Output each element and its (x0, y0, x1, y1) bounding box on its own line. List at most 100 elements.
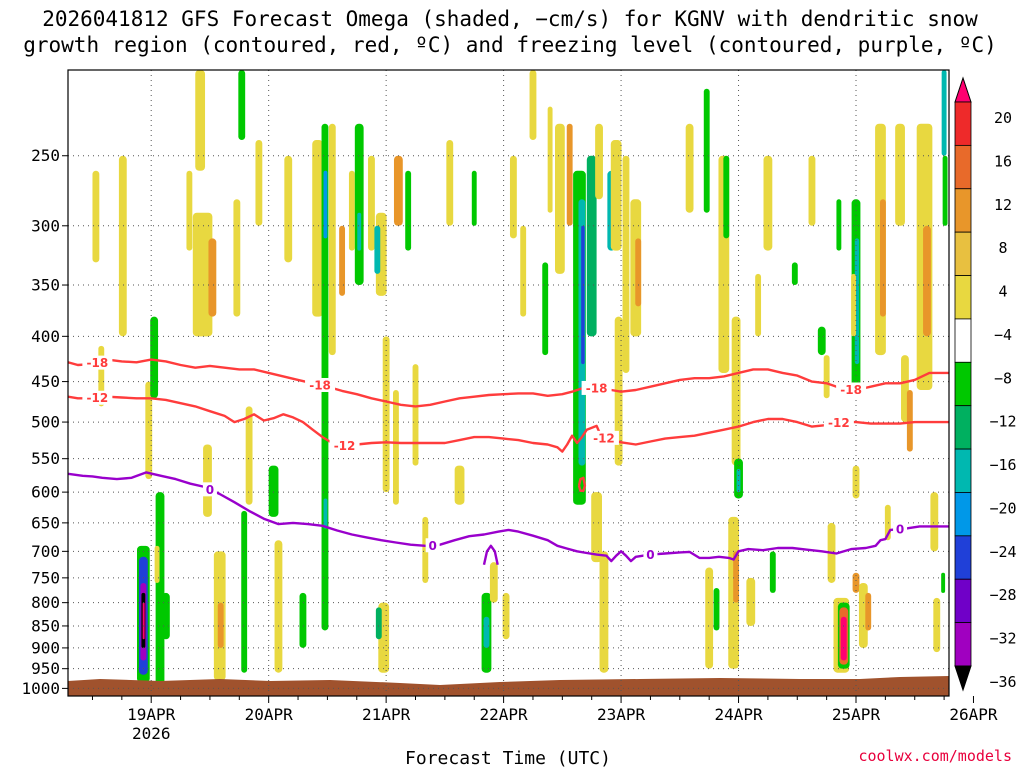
colorbar-swatch (954, 578, 972, 624)
contour-label-bg (588, 430, 619, 445)
colorbar-label: −16 (989, 456, 1016, 474)
x-tick-sublabel: 2026 (132, 724, 171, 743)
omega-cell (241, 510, 248, 673)
omega-cell (566, 123, 573, 226)
omega-cell (591, 492, 602, 563)
omega-cell (195, 70, 206, 171)
omega-cell (713, 587, 720, 631)
omega-cell (542, 262, 549, 356)
omega-cell (746, 577, 756, 626)
omega-cell (823, 355, 830, 399)
contour-label: -18 (840, 383, 862, 397)
y-tick-label: 550 (31, 449, 60, 468)
omega-cell (118, 155, 127, 337)
contour-label-bg (836, 382, 867, 397)
contour-label-bg (893, 522, 908, 537)
y-tick-label: 350 (31, 276, 60, 295)
contour-label: 0 (896, 523, 904, 537)
omega-cell (405, 170, 412, 251)
colorbar-label: −8 (994, 369, 1012, 387)
omega-cell (245, 406, 253, 505)
contour-line (68, 471, 949, 563)
x-tick-label: 24APR (714, 705, 763, 724)
omega-cell (836, 199, 842, 251)
y-tick-label: 450 (31, 372, 60, 391)
colorbar-swatch (954, 361, 972, 407)
y-tick-label: 650 (31, 513, 60, 532)
omega-cell (547, 106, 553, 213)
omega-cell (284, 155, 293, 263)
colorbar-label: 12 (994, 196, 1012, 214)
omega-cell (852, 572, 860, 593)
x-tick-label: 19APR (127, 705, 176, 724)
y-tick-label: 250 (31, 146, 60, 165)
contour-line (482, 544, 499, 566)
x-tick-label: 23APR (597, 705, 646, 724)
chart-title-line-1: 2026041812 GFS Forecast Omega (shaded, −… (42, 7, 978, 31)
terrain-surface (68, 676, 949, 696)
credit-text: coolwx.com/models (858, 747, 1012, 765)
omega-cell (339, 225, 346, 296)
x-tick-label: 25APR (832, 705, 881, 724)
colorbar-swatch (954, 535, 972, 580)
omega-cell (422, 516, 429, 583)
omega-cell (233, 199, 241, 317)
omega-cell (635, 238, 642, 307)
x-axis-label: Forecast Time (UTC) (405, 748, 611, 768)
y-tick-label: 500 (31, 413, 60, 432)
omega-cell (879, 199, 886, 317)
contour-label-bg (581, 380, 612, 395)
omega-cell (731, 316, 741, 466)
contour-label-bg (82, 390, 113, 405)
omega-cell (299, 592, 307, 648)
omega-cell (217, 602, 224, 648)
y-tick-label: 850 (31, 616, 60, 635)
omega-cell (703, 88, 710, 213)
gridlines (68, 70, 949, 696)
omega-cell (155, 492, 165, 689)
omega-cell (268, 465, 279, 517)
y-tick-label: 1000 (21, 679, 60, 698)
omega-cell (755, 273, 762, 337)
colorbar-swatch (954, 448, 972, 493)
x-tick-label: 26APR (949, 705, 998, 724)
contour-label: -12 (87, 391, 109, 405)
colorbar-label: −12 (989, 413, 1016, 431)
y-tick-label: 600 (31, 483, 60, 502)
y-tick-label: 800 (31, 593, 60, 612)
omega-cell (851, 273, 857, 337)
contour-label: 0 (646, 548, 654, 562)
omega-cell (923, 225, 931, 337)
contour-label: -12 (828, 416, 850, 430)
omega-cell (808, 155, 816, 226)
omega-cell (610, 140, 622, 251)
pressure-axis: 250 300 350 400 450 500 550 600 650 700 750 800 850 9… (21, 146, 68, 698)
colorbar-label: 4 (998, 283, 1007, 301)
omega-cell (357, 212, 362, 251)
contour-label: -18 (309, 378, 331, 392)
omega-cell (328, 123, 336, 356)
colorbar-swatch (954, 231, 972, 276)
contour-line (577, 476, 587, 492)
omega-cell (192, 212, 213, 337)
omega-cell (852, 465, 860, 499)
contour-label-bg (425, 538, 440, 553)
contour-label: -12 (593, 431, 615, 445)
omega-cell (599, 551, 609, 673)
contour-label: 0 (428, 539, 436, 553)
omega-cell (348, 170, 355, 251)
omega-cell (145, 381, 153, 480)
y-tick-label: 400 (31, 327, 60, 346)
omega-cell (733, 551, 740, 603)
omega-cell (930, 492, 939, 552)
colorbar-label: −20 (989, 499, 1016, 517)
omega-cell (255, 140, 263, 226)
omega-cell (368, 155, 375, 251)
contour-label: -12 (334, 439, 356, 453)
colorbar-label: 8 (998, 239, 1007, 257)
colorbar-label: −24 (989, 543, 1016, 561)
x-tick-label: 21APR (362, 705, 411, 724)
contour-label-bg (643, 547, 658, 562)
omega-cell (238, 70, 246, 141)
